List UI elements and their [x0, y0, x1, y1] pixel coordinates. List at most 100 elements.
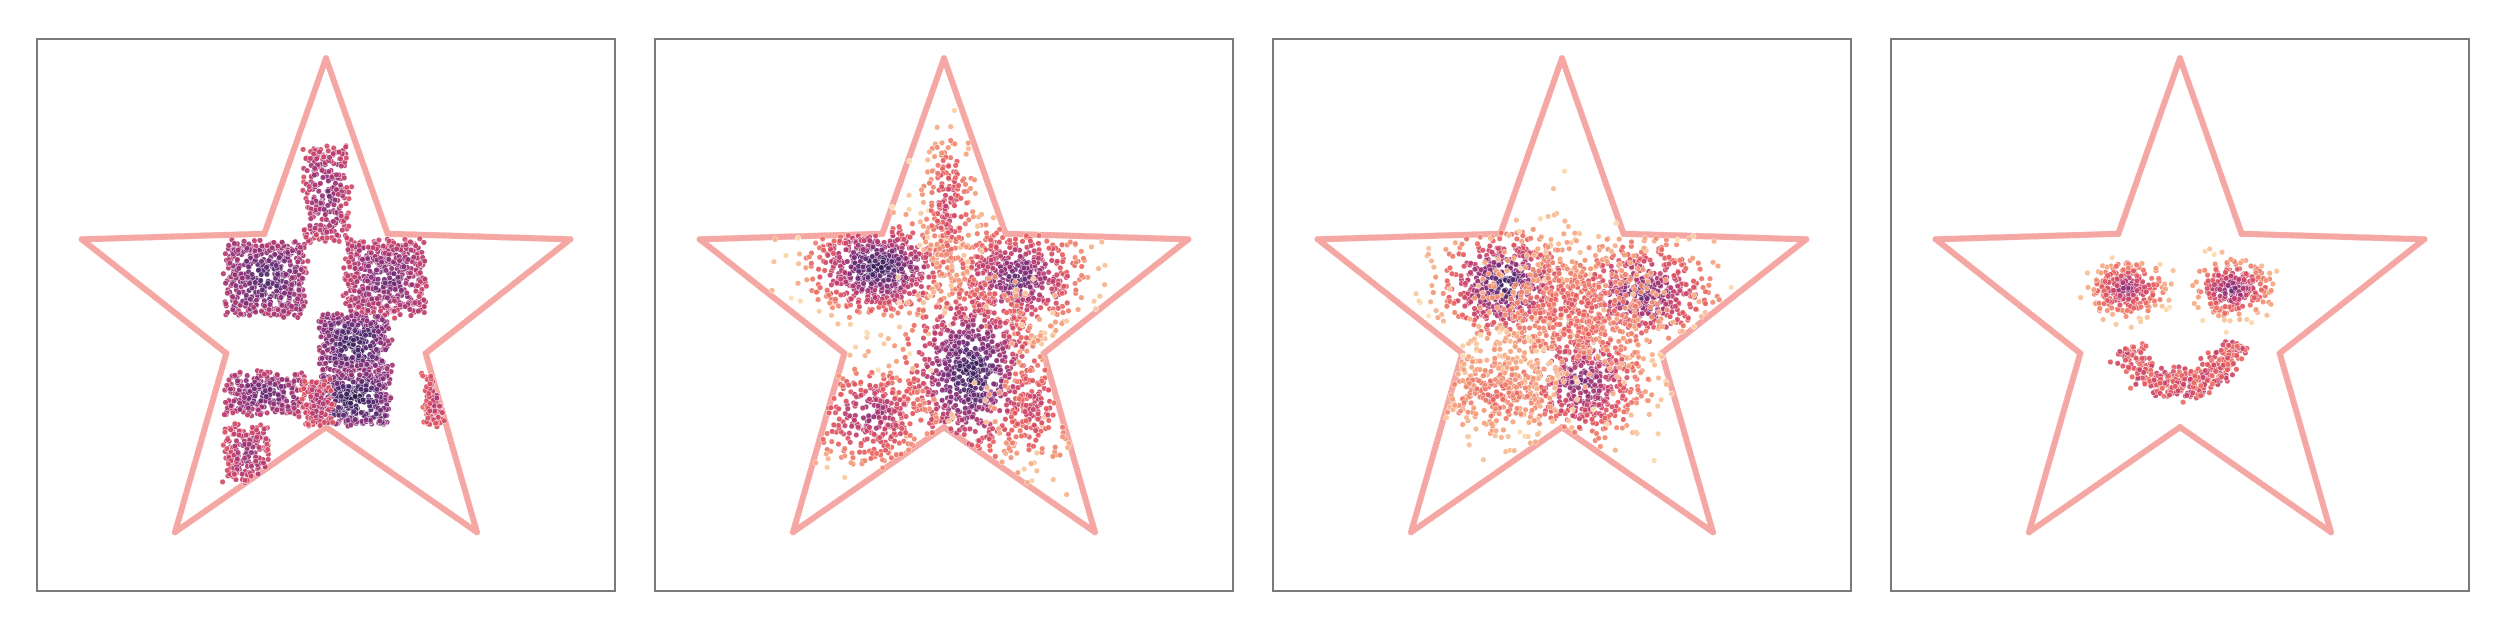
scatter-point [274, 243, 281, 250]
scatter-point [334, 231, 341, 239]
scatter-point [272, 381, 279, 388]
scatter-point [290, 378, 297, 385]
scatter-point [825, 292, 832, 299]
scatter-point [248, 285, 256, 292]
scatter-point [325, 177, 332, 184]
scatter-point [323, 216, 330, 223]
scatter-point [850, 282, 857, 289]
scatter-point [266, 306, 273, 313]
scatter-point [385, 325, 392, 332]
scatter-point [920, 223, 927, 230]
scatter-point [303, 234, 310, 241]
scatter-point [809, 276, 816, 283]
scatter-point [920, 299, 927, 306]
scatter-point [907, 264, 914, 271]
scatter-point [319, 167, 326, 174]
scatter-point [249, 424, 256, 431]
scatter-point [885, 264, 892, 272]
scatter-point [366, 268, 373, 275]
scatter-point [908, 250, 915, 258]
scatter-point [1072, 287, 1079, 294]
scatter-point [374, 276, 382, 283]
scatter-point [317, 226, 324, 233]
scatter-point [828, 281, 835, 288]
scatter-point [889, 204, 896, 211]
scatter-point [357, 386, 365, 393]
scatter-point [225, 376, 233, 384]
scatter-point [337, 202, 344, 209]
scatter-point [909, 229, 916, 236]
scatter-point [888, 312, 895, 319]
scatter-point [343, 154, 350, 162]
scatter-point [837, 291, 844, 299]
scatter-point [1012, 236, 1019, 243]
scatter-point [248, 449, 255, 456]
scatter-point [317, 180, 324, 187]
scatter-point [241, 238, 248, 245]
scatter-point [982, 221, 989, 228]
scatter-point [355, 352, 362, 359]
scatter-point [313, 379, 320, 386]
scatter-point [307, 155, 314, 162]
scatter-point [347, 400, 354, 407]
scatter-point [861, 237, 868, 244]
scatter-point [904, 283, 911, 290]
scatter-point [912, 254, 919, 261]
scatter-point [855, 242, 862, 249]
scatter-point [350, 408, 357, 415]
scatter-point [294, 314, 301, 321]
scatter-point [295, 413, 303, 420]
scatter-point [921, 263, 928, 270]
scatter-point [378, 259, 385, 266]
scatter-point [1008, 250, 1015, 257]
scatter-point [343, 391, 350, 398]
scatter-point [806, 253, 813, 260]
scatter-point [260, 459, 267, 466]
scatter-point [228, 402, 235, 409]
scatter-point [834, 320, 841, 327]
scatter-point [425, 390, 432, 397]
scatter-point [251, 237, 258, 244]
scatter-point [292, 371, 299, 378]
scatter-point [380, 375, 387, 382]
scatter-point [372, 362, 379, 369]
scatter-point [940, 258, 947, 265]
scatter-point [356, 247, 363, 254]
scatter-point [407, 312, 415, 319]
scatter-point [357, 361, 365, 369]
scatter-point [233, 437, 240, 444]
scatter-point [891, 281, 898, 288]
scatter-point [358, 378, 365, 385]
scatter-point [350, 336, 357, 343]
scatter-point [795, 260, 802, 267]
scatter-point [388, 265, 395, 272]
scatter-point [266, 301, 274, 308]
scatter-point [885, 299, 892, 306]
scatter-point [230, 397, 237, 405]
scatter-point [420, 296, 427, 304]
scatter-point [427, 373, 434, 380]
scatter-point [231, 372, 238, 379]
scatter-point [278, 376, 286, 383]
scatter-point [309, 386, 316, 393]
scatter-point [319, 349, 326, 356]
scatter-point [1048, 257, 1055, 264]
scatter-point [220, 270, 227, 277]
scatter-point [816, 308, 823, 315]
scatter-point [385, 256, 392, 263]
scatter-point [324, 234, 331, 241]
scatter-point [311, 165, 318, 172]
scatter-point [416, 235, 423, 242]
scatter-point [232, 299, 239, 306]
scatter-point [301, 378, 308, 385]
scatter-point [231, 271, 239, 278]
scatter-point [913, 264, 920, 272]
scatter-point [426, 407, 433, 415]
scatter-point [382, 267, 390, 274]
scatter-point [355, 242, 363, 249]
scatter-point [340, 264, 347, 271]
scatter-point [268, 244, 276, 251]
scatter-point [363, 371, 370, 378]
scatter-point [221, 411, 228, 418]
scatter-point [346, 263, 353, 271]
